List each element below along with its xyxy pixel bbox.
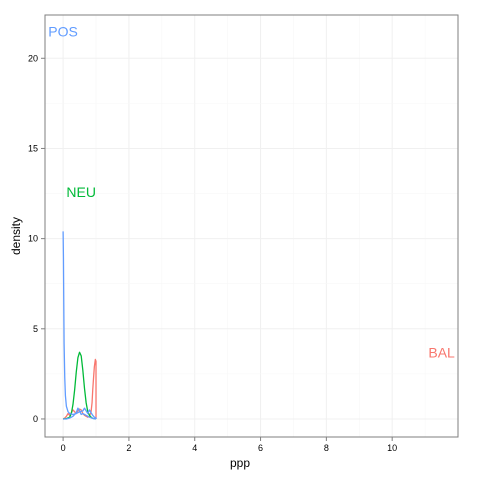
x-tick-label: 4 <box>192 443 197 453</box>
y-tick-label: 20 <box>28 53 38 63</box>
density-curves <box>62 231 97 420</box>
x-tick-label: 8 <box>324 443 329 453</box>
density-line <box>63 407 97 420</box>
plot-panel <box>45 15 458 437</box>
y-tick-label: 5 <box>33 324 38 334</box>
x-tick-label: 6 <box>258 443 263 453</box>
density-line <box>62 231 97 419</box>
grid-lines <box>45 15 458 437</box>
series-annotations: POS NEU BAL <box>48 24 455 361</box>
x-tick-label: 2 <box>126 443 131 453</box>
x-axis-ticks: 0 2 4 6 8 10 <box>61 437 397 453</box>
series-label: BAL <box>428 345 455 361</box>
y-tick-label: 0 <box>33 414 38 424</box>
series-label: POS <box>48 24 78 40</box>
x-tick-label: 10 <box>387 443 397 453</box>
x-tick-label: 0 <box>61 443 66 453</box>
y-tick-label: 10 <box>28 234 38 244</box>
y-tick-label: 15 <box>28 143 38 153</box>
y-axis-ticks: 0 5 10 15 20 <box>28 53 45 424</box>
plot-border <box>44 14 459 438</box>
y-axis-title: density <box>9 217 23 255</box>
series-label: NEU <box>66 184 96 200</box>
x-axis-title: ppp <box>230 456 250 470</box>
